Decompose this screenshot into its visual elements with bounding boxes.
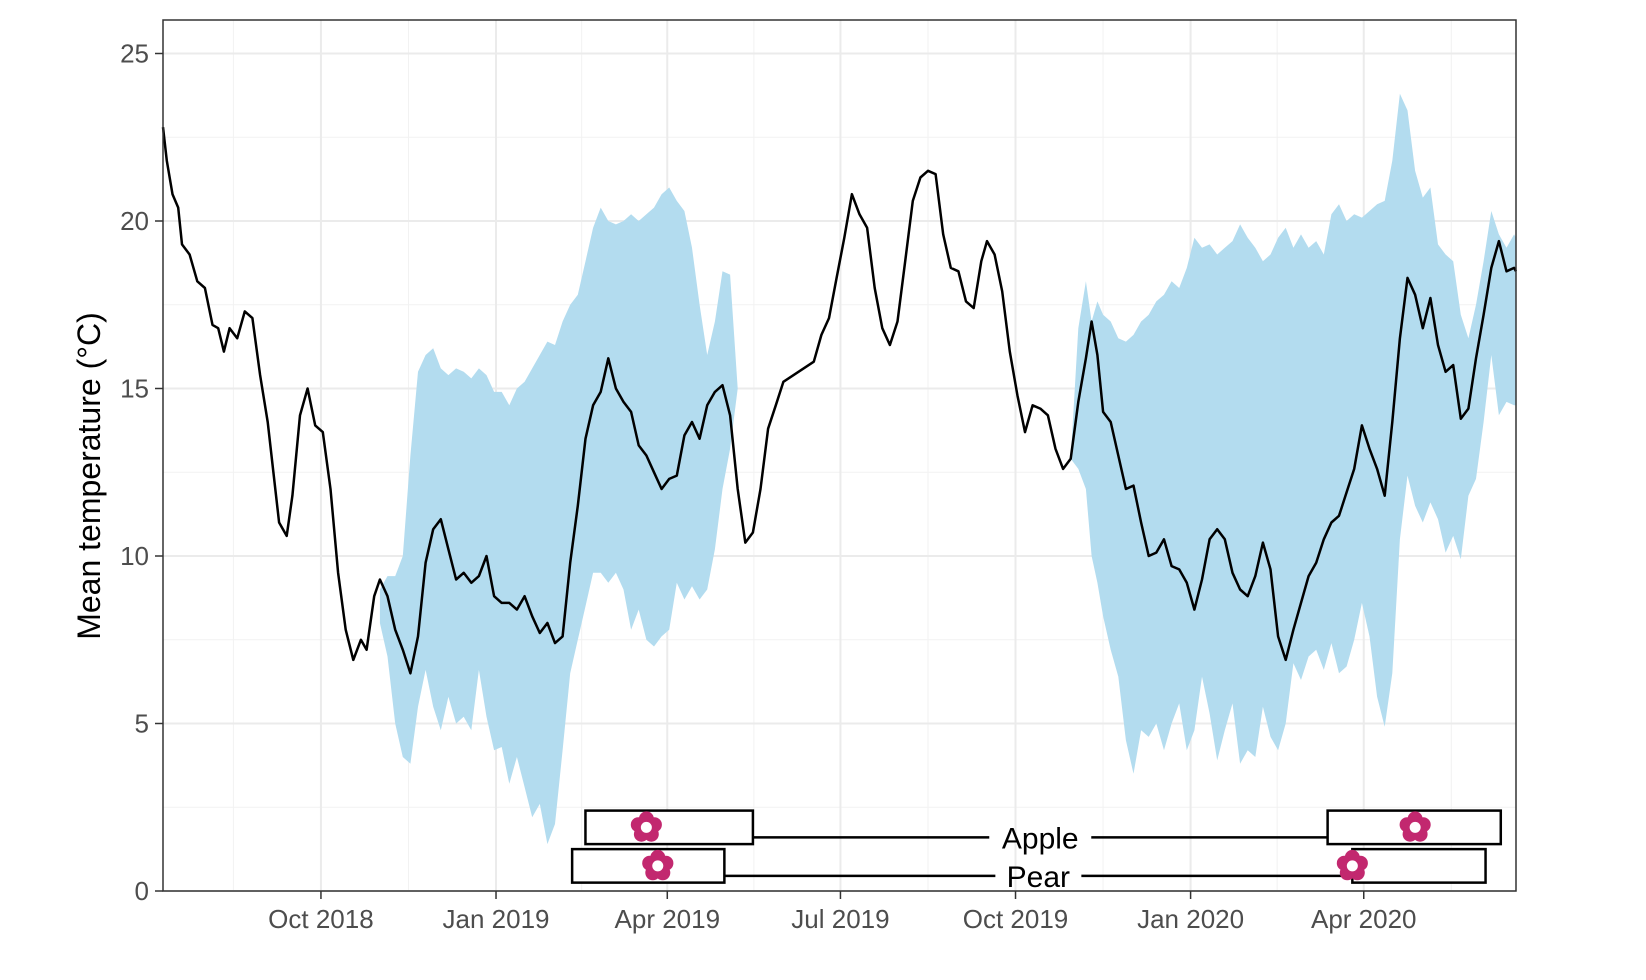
x-tick-label: Jul 2019 bbox=[791, 904, 889, 934]
y-axis: 0 5 10 15 20 25 bbox=[120, 39, 163, 906]
temperature-line-layer bbox=[161, 127, 1518, 675]
plot-panel-border bbox=[162, 19, 1517, 892]
y-tick-label: 10 bbox=[120, 541, 149, 571]
flowering-label: Pear bbox=[1007, 861, 1070, 894]
y-axis-title: Mean temperature (°C) bbox=[71, 312, 107, 640]
y-tick-label: 20 bbox=[120, 206, 149, 236]
y-tick-label: 25 bbox=[120, 39, 149, 69]
flowering-window-box bbox=[1351, 847, 1487, 884]
uncertainty-band bbox=[379, 187, 738, 845]
flowering-window-box bbox=[584, 809, 755, 846]
x-tick-label: Apr 2019 bbox=[615, 904, 721, 934]
flower-icon bbox=[642, 849, 674, 881]
x-tick-label: Apr 2020 bbox=[1311, 904, 1417, 934]
flower-icon bbox=[630, 811, 662, 842]
uncertainty-band-layer bbox=[379, 93, 1516, 845]
x-tick-label: Oct 2018 bbox=[268, 904, 374, 934]
x-tick-label: Jan 2020 bbox=[1137, 904, 1244, 934]
flower-icon bbox=[1336, 849, 1368, 881]
uncertainty-band bbox=[1070, 93, 1516, 774]
flowering-label: Apple bbox=[1002, 822, 1079, 855]
x-tick-label: Oct 2019 bbox=[963, 904, 1069, 934]
y-tick-label: 5 bbox=[135, 709, 149, 739]
temperature-line bbox=[161, 127, 1518, 675]
y-tick-label: 15 bbox=[120, 374, 149, 404]
y-tick-label: 0 bbox=[135, 876, 149, 906]
x-tick-label: Jan 2019 bbox=[443, 904, 550, 934]
flowering-annotation-layer: Apple Pear bbox=[570, 809, 1503, 894]
x-axis: Oct 2018 Jan 2019 Apr 2019 Jul 2019 Oct 2019… bbox=[268, 891, 1417, 934]
flower-icon bbox=[1399, 811, 1431, 842]
